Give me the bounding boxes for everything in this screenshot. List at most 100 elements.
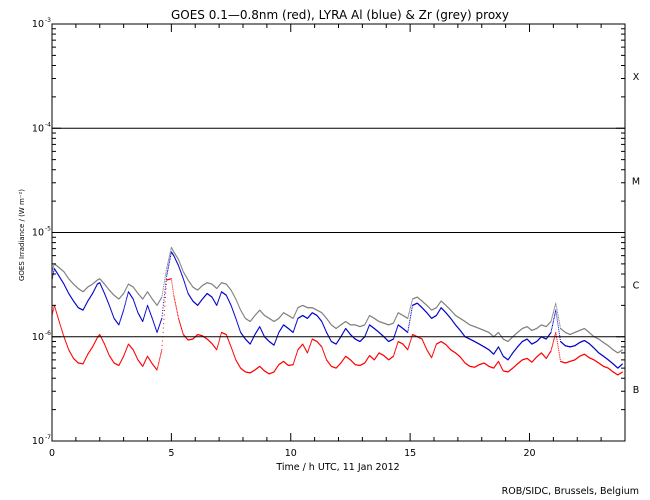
data-point: [501, 367, 503, 369]
data-point: [553, 316, 555, 318]
data-point: [144, 312, 146, 314]
data-point: [182, 270, 184, 272]
data-point: [434, 347, 436, 348]
data-point: [394, 333, 396, 335]
data-point: [558, 333, 560, 335]
data-point: [294, 313, 296, 315]
data-point: [243, 315, 245, 317]
data-point: [103, 343, 105, 345]
data-point: [178, 261, 180, 263]
data-point: [342, 332, 344, 334]
data-point: [102, 340, 104, 342]
data-point: [553, 318, 555, 319]
data-point: [100, 337, 102, 339]
data-point: [161, 344, 163, 346]
data-point: [303, 346, 305, 348]
data-point: [228, 340, 230, 342]
data-point: [232, 292, 234, 294]
data-point: [53, 271, 55, 272]
data-point: [238, 365, 240, 367]
data-point: [294, 358, 296, 360]
data-point: [365, 333, 367, 335]
data-point: [232, 352, 234, 354]
data-point: [175, 259, 177, 261]
data-point: [108, 353, 110, 355]
data-point: [60, 326, 62, 328]
data-point: [407, 347, 409, 349]
data-point: [107, 302, 109, 304]
data-point: [178, 260, 180, 262]
data-point: [232, 308, 234, 310]
data-point: [395, 331, 397, 333]
data-point: [235, 299, 237, 301]
data-point: [55, 311, 57, 313]
data-point: [260, 329, 262, 331]
data-point: [143, 316, 145, 318]
data-point: [143, 363, 145, 365]
data-point: [181, 331, 183, 333]
data-point: [552, 341, 554, 343]
data-point: [58, 320, 60, 322]
data-point: [184, 273, 186, 275]
data-point: [551, 345, 553, 347]
data-point: [396, 328, 398, 330]
data-point: [395, 316, 397, 318]
data-point: [307, 351, 309, 353]
data-point: [500, 350, 502, 352]
data-point: [152, 318, 154, 320]
data-point: [122, 356, 124, 358]
data-point: [243, 315, 245, 317]
data-point: [233, 354, 235, 356]
data-point: [126, 285, 128, 287]
data-point: [83, 360, 85, 362]
data-point: [218, 342, 220, 344]
data-point: [227, 338, 229, 340]
data-point: [212, 298, 214, 300]
data-point: [411, 309, 413, 311]
data-point: [424, 344, 426, 346]
data-point: [118, 324, 120, 326]
data-point: [119, 363, 121, 365]
data-point: [149, 311, 151, 313]
data-point: [142, 319, 144, 320]
data-point: [226, 296, 228, 298]
data-point: [238, 306, 240, 308]
data-point: [184, 284, 186, 286]
data-point: [163, 314, 165, 316]
data-point: [175, 304, 177, 306]
data-point: [141, 318, 143, 320]
data-point: [303, 345, 305, 347]
data-point: [54, 305, 56, 307]
data-point: [323, 325, 325, 327]
data-point: [328, 337, 330, 339]
data-point: [170, 246, 172, 248]
data-point: [179, 323, 181, 325]
data-point: [233, 312, 235, 314]
data-point: [322, 349, 324, 351]
data-point: [262, 333, 264, 335]
data-point: [498, 361, 500, 363]
data-point: [61, 331, 63, 333]
data-point: [180, 326, 182, 328]
data-point: [180, 270, 182, 272]
data-point: [179, 321, 181, 323]
data-point: [231, 348, 233, 350]
data-point: [500, 365, 502, 367]
data-point: [101, 338, 103, 340]
data-point: [184, 274, 186, 276]
data-point: [292, 364, 294, 366]
data-point: [552, 322, 554, 324]
data-point: [136, 357, 138, 359]
data-point: [185, 276, 187, 278]
data-point: [550, 350, 552, 352]
data-point: [234, 314, 236, 316]
data-point: [366, 330, 368, 332]
data-point: [166, 274, 168, 276]
data-point: [395, 316, 397, 318]
data-point: [329, 338, 331, 340]
data-point: [232, 293, 234, 295]
data-point: [410, 315, 412, 317]
data-point: [432, 352, 434, 354]
data-point: [55, 310, 57, 312]
data-point: [159, 324, 161, 326]
